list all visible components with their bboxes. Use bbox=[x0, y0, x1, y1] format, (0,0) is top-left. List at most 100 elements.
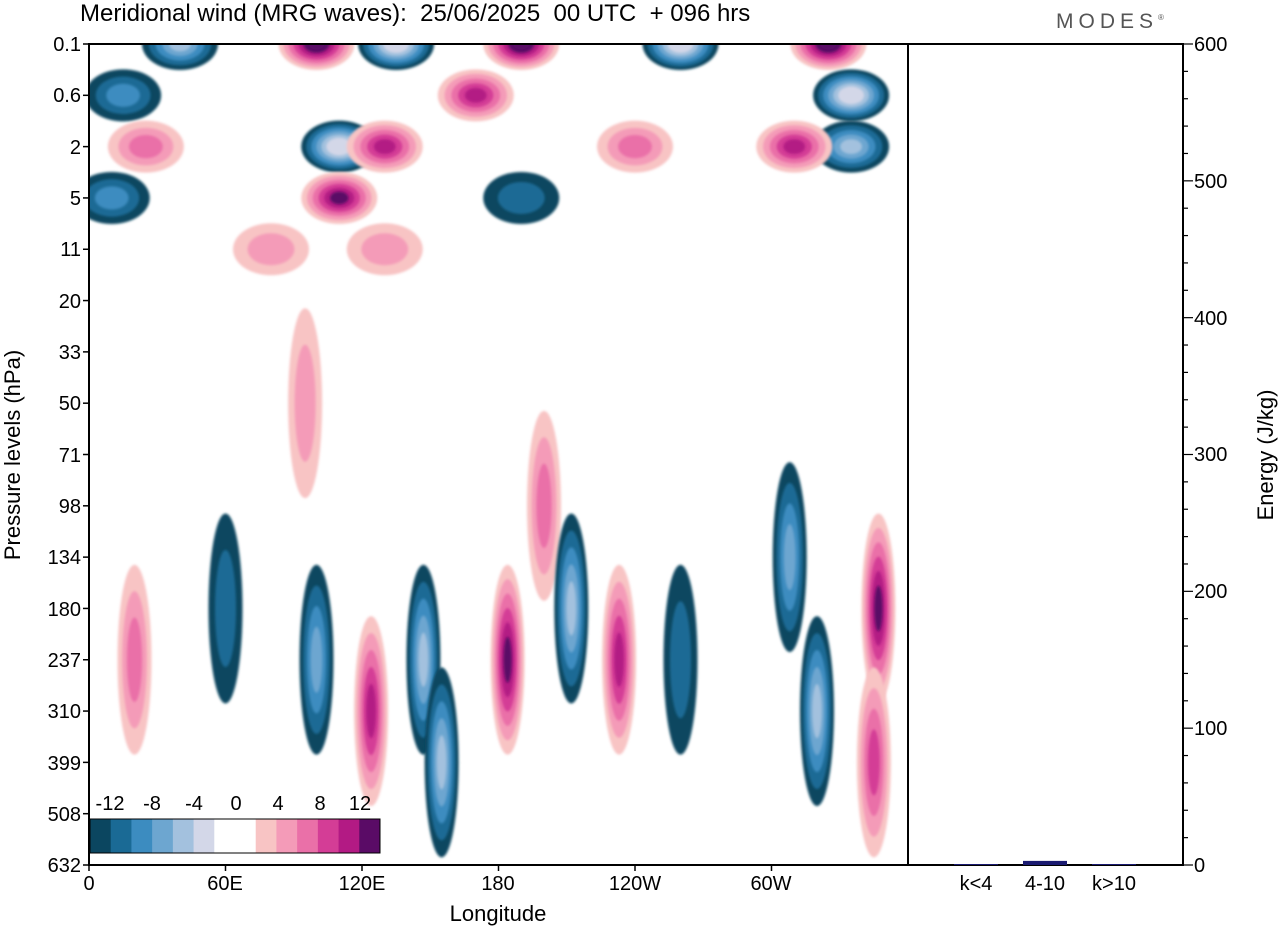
chart-title: Meridional wind (MRG waves): 25/06/2025 … bbox=[80, 0, 751, 27]
energy-tick-label: 500 bbox=[1194, 171, 1227, 193]
contour-level bbox=[94, 186, 129, 210]
contour-level bbox=[820, 44, 837, 50]
contour-level bbox=[169, 44, 191, 52]
wind-anomaly-blob bbox=[89, 171, 150, 224]
contour-level bbox=[614, 632, 624, 687]
contour-level bbox=[361, 233, 409, 266]
pressure-tick-label: 508 bbox=[48, 804, 81, 826]
energy-bar bbox=[1092, 864, 1136, 865]
colorbar-swatch bbox=[90, 819, 112, 853]
energy-category-labels: k<4 4-10 k>10 bbox=[960, 873, 1136, 895]
wind-anomaly-blob bbox=[642, 44, 719, 70]
contour-level bbox=[503, 636, 512, 683]
energy-tick-label: 200 bbox=[1194, 581, 1227, 603]
colorbar-swatch bbox=[152, 819, 174, 853]
wind-anomaly-blob bbox=[107, 120, 184, 173]
contour-level bbox=[672, 44, 689, 50]
contour-level bbox=[106, 83, 141, 107]
pressure-tick-label: 20 bbox=[59, 291, 81, 313]
longitude-tick-label: 180 bbox=[481, 873, 514, 895]
longitude-tick-label: 120W bbox=[609, 873, 661, 895]
contour-level bbox=[566, 581, 577, 636]
wind-anomaly-blob bbox=[346, 120, 423, 173]
wind-anomaly-blob bbox=[288, 308, 323, 499]
colorbar-swatch bbox=[276, 819, 298, 853]
longitude-tick-label: 60E bbox=[207, 873, 243, 895]
colorbar-swatch bbox=[317, 819, 339, 853]
energy-frame bbox=[907, 43, 1184, 866]
pressure-tick-label: 98 bbox=[59, 496, 81, 518]
contour-level bbox=[310, 626, 323, 693]
wind-anomaly-blob bbox=[800, 616, 834, 807]
energy-bar bbox=[1023, 860, 1067, 865]
energy-tick-label: 0 bbox=[1194, 855, 1205, 877]
contour-level bbox=[128, 135, 163, 159]
contour-level bbox=[294, 344, 316, 462]
pressure-tick-label: 2 bbox=[70, 137, 81, 159]
colorbar-swatch bbox=[131, 819, 153, 853]
contour-level bbox=[373, 139, 396, 155]
contour-level bbox=[843, 89, 860, 101]
wind-anomaly-blob bbox=[424, 667, 459, 858]
longitude-tick-label: 60W bbox=[750, 873, 791, 895]
contour-level bbox=[436, 735, 447, 790]
wind-anomaly-blob bbox=[89, 69, 162, 122]
pressure-tick-label: 0.6 bbox=[53, 85, 81, 107]
energy-bar bbox=[954, 864, 998, 865]
wind-anomaly-blob bbox=[483, 171, 560, 224]
contour-level bbox=[874, 585, 883, 632]
wind-anomaly-blob bbox=[354, 616, 389, 807]
pressure-tick-label: 134 bbox=[48, 547, 81, 569]
longitude-axis bbox=[88, 865, 773, 871]
wind-anomaly-blob bbox=[861, 513, 896, 704]
energy-axis bbox=[1183, 43, 1193, 866]
colorbar-label: 12 bbox=[349, 793, 371, 815]
energy-tick-label: 100 bbox=[1194, 718, 1227, 740]
wind-anomaly-blob bbox=[483, 44, 560, 70]
wind-anomaly-blob bbox=[490, 564, 525, 755]
colorbar-label: -8 bbox=[143, 793, 161, 815]
pressure-tick-label: 5 bbox=[70, 188, 81, 210]
wind-anomaly-blob bbox=[597, 120, 673, 173]
contour-level bbox=[536, 463, 552, 549]
wind-anomaly-blob bbox=[208, 513, 243, 704]
colorbar-label: -4 bbox=[185, 793, 203, 815]
pressure-tick-label: 50 bbox=[59, 393, 81, 415]
contour-level bbox=[497, 181, 545, 214]
contour-level bbox=[783, 524, 796, 591]
wind-anomaly-blob bbox=[554, 513, 589, 704]
wind-anomaly-blob bbox=[301, 171, 378, 224]
contour-level bbox=[618, 135, 652, 159]
wind-anomaly-blob bbox=[278, 44, 355, 70]
modes-logo: MODES® bbox=[1056, 10, 1164, 34]
pressure-tick-label: 33 bbox=[59, 342, 81, 364]
contour-level bbox=[783, 139, 806, 155]
energy-tick-label: 400 bbox=[1194, 308, 1227, 330]
colorbar-swatch bbox=[297, 819, 319, 853]
energy-axis-title: Energy (J/kg) bbox=[1253, 390, 1278, 521]
colorbar-swatch bbox=[338, 819, 360, 853]
contour-level bbox=[812, 683, 822, 739]
colorbar-swatch bbox=[110, 819, 132, 853]
colorbar-swatch bbox=[193, 819, 215, 853]
logo-text: MODES bbox=[1056, 10, 1159, 33]
y-axis-title: Pressure levels (hPa) bbox=[0, 350, 25, 560]
wind-anomaly-blob bbox=[602, 564, 637, 755]
energy-tick-label: 600 bbox=[1194, 34, 1227, 56]
colorbar-label: 8 bbox=[314, 793, 325, 815]
pressure-axis bbox=[83, 43, 89, 866]
wind-anomaly-blob bbox=[813, 69, 890, 122]
colorbar-swatch bbox=[255, 819, 277, 853]
wind-anomaly-blob bbox=[790, 44, 867, 70]
pressure-axis-labels: 0.1 0.6 2 5 11 20 33 50 71 98 134 180 23… bbox=[48, 34, 81, 877]
wind-anomaly-blob bbox=[117, 564, 152, 755]
wind-anomaly-blob bbox=[772, 462, 807, 653]
colorbar-swatch bbox=[235, 819, 257, 853]
energy-bars bbox=[954, 860, 1136, 865]
pressure-tick-label: 0.1 bbox=[53, 34, 81, 56]
contour-level bbox=[388, 44, 405, 50]
pressure-tick-label: 11 bbox=[60, 239, 81, 261]
longitude-axis-labels: 0 60E 120E 180 120W 60W bbox=[83, 873, 791, 895]
wind-anomaly-blob bbox=[437, 69, 514, 122]
